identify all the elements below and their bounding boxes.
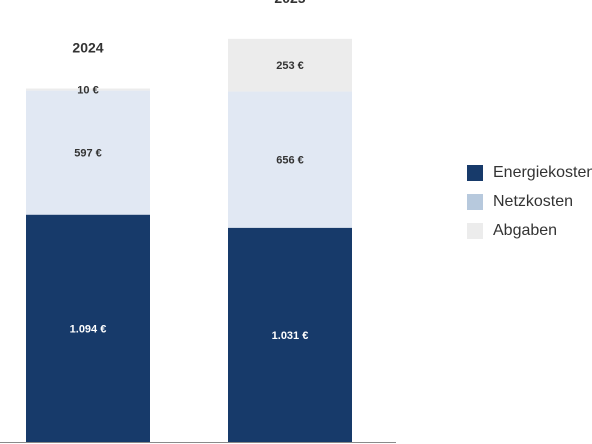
category-label-2025: 2025 (274, 0, 305, 6)
bar-2025-netzkosten (228, 91, 352, 228)
legend-item-netzkosten: Netzkosten (467, 191, 592, 213)
bar-2024-netzkosten (26, 90, 150, 215)
bar-2024-abgaben (26, 88, 150, 91)
legend-swatch-energiekosten (467, 165, 483, 181)
bar-2024-energiekosten (26, 214, 150, 442)
category-label-2024: 2024 (72, 40, 103, 56)
legend-label-abgaben: Abgaben (493, 222, 558, 239)
data-label-2024-netzkosten: 597 € (74, 148, 102, 160)
data-label-2025-netzkosten: 656 € (276, 155, 304, 167)
data-label-2025-abgaben: 253 € (276, 60, 304, 72)
legend-item-abgaben: Abgaben (467, 220, 592, 242)
legend-swatch-netzkosten (467, 194, 483, 210)
data-label-2025-energiekosten: 1.031 € (272, 330, 309, 342)
legend: Energiekosten Netzkosten Abgaben (467, 162, 592, 249)
bar-2025-energiekosten (228, 227, 352, 442)
data-label-2024-energiekosten: 1.094 € (70, 323, 107, 335)
legend-item-energiekosten: Energiekosten (467, 162, 592, 184)
data-label-2024-abgaben: 10 € (77, 85, 98, 97)
legend-swatch-abgaben (467, 223, 483, 239)
legend-label-energiekosten: Energiekosten (493, 164, 592, 181)
legend-label-netzkosten: Netzkosten (493, 193, 574, 210)
bar-2025-abgaben (228, 38, 352, 92)
